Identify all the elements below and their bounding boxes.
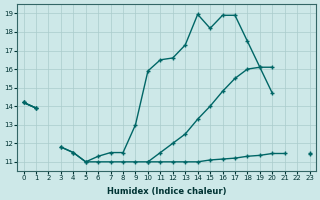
X-axis label: Humidex (Indice chaleur): Humidex (Indice chaleur) <box>107 187 226 196</box>
